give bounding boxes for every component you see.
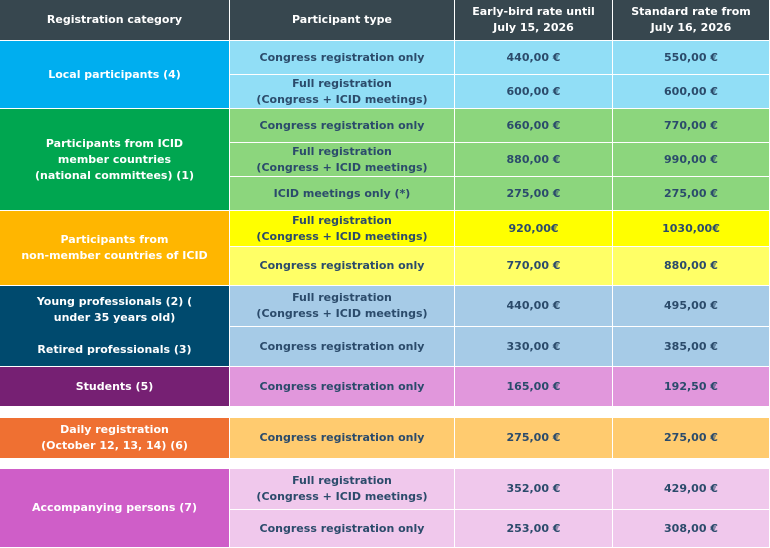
participant-type-cell: Full registration (Congress + ICID meeti… — [230, 211, 455, 247]
header-early-bird-rate: Early-bird rate until July 15, 2026 — [455, 0, 613, 41]
category-non-member-countries: Participants from non-member countries o… — [0, 211, 230, 286]
early-bird-rate-cell: 253,00 € — [455, 510, 613, 548]
standard-rate-cell: 495,00 € — [613, 286, 770, 327]
category-local: Local participants (4) — [0, 41, 230, 109]
standard-rate-cell: 429,00 € — [613, 469, 770, 510]
standard-rate-cell: 600,00 € — [613, 75, 770, 109]
category-young-professionals: Young professionals (2) ( under 35 years… — [0, 286, 230, 334]
early-bird-rate-cell: 770,00 € — [455, 247, 613, 286]
early-bird-rate-cell: 440,00 € — [455, 41, 613, 75]
participant-type-cell: Full registration (Congress + ICID meeti… — [230, 286, 455, 327]
standard-rate-cell: 192,50 € — [613, 367, 770, 407]
category-member-countries: Participants from ICID member countries … — [0, 109, 230, 211]
standard-rate-cell: 275,00 € — [613, 418, 770, 459]
standard-rate-cell: 1030,00€ — [613, 211, 770, 247]
participant-type-cell: Full registration (Congress + ICID meeti… — [230, 469, 455, 510]
standard-rate-cell: 990,00 € — [613, 143, 770, 177]
standard-rate-cell: 275,00 € — [613, 177, 770, 211]
standard-rate-cell: 550,00 € — [613, 41, 770, 75]
standard-rate-cell: 880,00 € — [613, 247, 770, 286]
category-daily-registration: Daily registration (October 12, 13, 14) … — [0, 418, 230, 459]
header-participant-type: Participant type — [230, 0, 455, 41]
participant-type-cell: Full registration (Congress + ICID meeti… — [230, 75, 455, 109]
standard-rate-cell: 308,00 € — [613, 510, 770, 548]
header-standard-rate: Standard rate from July 16, 2026 — [613, 0, 770, 41]
early-bird-rate-cell: 330,00 € — [455, 327, 613, 367]
early-bird-rate-cell: 440,00 € — [455, 286, 613, 327]
participant-type-cell: Full registration (Congress + ICID meeti… — [230, 143, 455, 177]
row-separator — [0, 459, 770, 469]
participant-type-cell: Congress registration only — [230, 510, 455, 548]
participant-type-cell: ICID meetings only (*) — [230, 177, 455, 211]
participant-type-cell: Congress registration only — [230, 327, 455, 367]
standard-rate-cell: 770,00 € — [613, 109, 770, 143]
category-retired-professionals: Retired professionals (3) — [0, 334, 230, 367]
participant-type-cell: Congress registration only — [230, 109, 455, 143]
category-students: Students (5) — [0, 367, 230, 407]
participant-type-cell: Congress registration only — [230, 41, 455, 75]
category-accompanying-persons: Accompanying persons (7) — [0, 469, 230, 548]
standard-rate-cell: 385,00 € — [613, 327, 770, 367]
early-bird-rate-cell: 660,00 € — [455, 109, 613, 143]
early-bird-rate-cell: 275,00 € — [455, 177, 613, 211]
early-bird-rate-cell: 880,00 € — [455, 143, 613, 177]
participant-type-cell: Congress registration only — [230, 367, 455, 407]
early-bird-rate-cell: 165,00 € — [455, 367, 613, 407]
participant-type-cell: Congress registration only — [230, 418, 455, 459]
early-bird-rate-cell: 600,00 € — [455, 75, 613, 109]
row-separator — [0, 407, 770, 418]
header-category: Registration category — [0, 0, 230, 41]
early-bird-rate-cell: 275,00 € — [455, 418, 613, 459]
early-bird-rate-cell: 920,00€ — [455, 211, 613, 247]
early-bird-rate-cell: 352,00 € — [455, 469, 613, 510]
participant-type-cell: Congress registration only — [230, 247, 455, 286]
